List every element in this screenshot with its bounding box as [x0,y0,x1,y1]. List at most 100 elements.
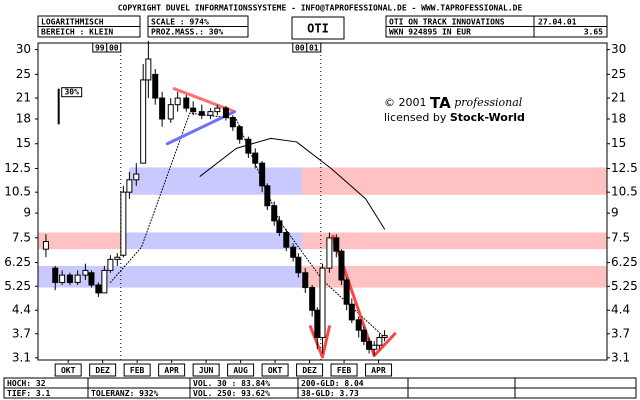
logo-text: licensed by [384,111,447,124]
year-label: 99 [95,44,105,53]
logo-text: © 2001 [384,96,427,109]
x-tick-box [158,363,186,377]
zone [124,232,302,250]
scale-bar-box [61,87,83,98]
gld200: 200-GLD: 8.04 [301,379,364,388]
gld38: 38-GLD: 3.73 [301,389,359,398]
y-tick-label: 12.5 [611,161,638,175]
candle-body [245,138,252,154]
x-tick-label: JUN [199,366,214,375]
plot-frame [37,42,608,361]
candle-body [120,191,127,256]
y-tick-label: 15 [16,136,31,150]
candle-body [314,309,321,338]
candle-body [167,104,174,120]
candle-body [95,284,102,294]
candle-body [66,274,73,283]
y-tick-label: 10.5 [4,185,31,199]
plot: 99 00 00 01 30% [38,40,607,360]
symbol-box [291,16,345,40]
x-tick-box [330,363,358,377]
x-tick-label: APR [371,366,386,375]
scale-bar-label: 30% [64,88,79,97]
x-tick-box [365,363,393,377]
candle-body [348,303,355,321]
zone [301,232,607,250]
candle-body [101,269,108,294]
y-tick-label: 21 [611,91,626,105]
candle-body [236,126,243,140]
candle-body [276,220,283,234]
x-tick-box [54,363,82,377]
candle-body [302,272,309,289]
x-tick-label: OKT [61,366,76,375]
logo: licensed by Stock-World [384,111,525,124]
copyright: COPYRIGHT DUVEL INFORMATIONSSYSTEME - IN… [118,4,523,13]
candle-body [190,107,197,113]
x-tick-label: AUG [233,366,248,375]
zone [301,167,607,195]
x-tick-label: DEZ [302,366,317,375]
low: TIEF: 3.1 [7,389,51,398]
x-tick-box [89,363,117,377]
y-tick-label: 21 [16,91,31,105]
candle-body [326,237,333,269]
y-tick-label: 7.5 [12,230,31,244]
y-tick-label: 5.25 [611,279,638,293]
y-tick-label: 25 [611,67,626,81]
vol250: VOL. 250: 93.62% [193,389,270,398]
vol30: VOL. 30 : 83.84% [193,379,270,388]
candle-body [229,116,236,128]
zone [38,232,125,250]
candle-body [376,336,383,346]
proz-mass: PROZ.MASS.: 30% [151,28,223,37]
candle-body [174,97,181,106]
footer: HOCH: 32 TIEF: 3.1 TOLERANZ: 932% VOL. 3… [3,377,637,399]
candle-body [264,185,271,207]
candle-body [126,179,133,193]
candle-body [145,58,152,81]
y-tick-label: 3.7 [12,326,31,340]
x-tick-box [261,363,289,377]
candle-body [159,97,166,120]
y-tick-label: 15 [611,136,626,150]
candle-body [290,246,297,258]
zone [301,265,607,288]
candle-body [152,73,159,99]
y-tick-label: 25 [16,67,31,81]
y-tick-label: 18 [16,111,31,125]
year-label: 01 [309,44,319,53]
y-tick-label: 4.4 [611,303,630,317]
date: 27.04.01 [538,18,577,27]
scale: SCALE : 974% [151,18,209,27]
candle-body [107,258,114,271]
symbol: OTI [307,22,329,36]
logo-brand: Stock-World [450,111,525,124]
x-tick-label: APR [164,366,179,375]
y-tick-label: 6.25 [611,255,638,269]
x-tick-label: FEB [130,366,145,375]
candle-body [207,111,214,116]
tolerance: TOLERANZ: 932% [91,389,159,398]
year-label: 00 [109,44,119,53]
candle-body [214,107,221,113]
logo: © 2001 TA professional [384,94,523,112]
candle-body [295,256,302,274]
y-tick-label: 3.1 [12,350,31,364]
logo-brand: professional [454,96,523,109]
candle-body [259,162,266,187]
candle-body [198,111,205,116]
x-tick-box [123,363,151,377]
scale-type: LOGARITHMISCH [41,18,104,27]
high: HOCH: 32 [7,379,46,388]
candle-body [82,269,89,276]
x-tick-label: DEZ [95,366,110,375]
y-tick-label: 5.25 [4,279,31,293]
candle-body [355,319,362,331]
candle-body [360,329,367,342]
wkn: WKN 924895 IN EUR [389,28,471,37]
last-price: 3.65 [584,28,603,37]
x-tick-box [227,363,255,377]
candle-body [371,344,378,350]
